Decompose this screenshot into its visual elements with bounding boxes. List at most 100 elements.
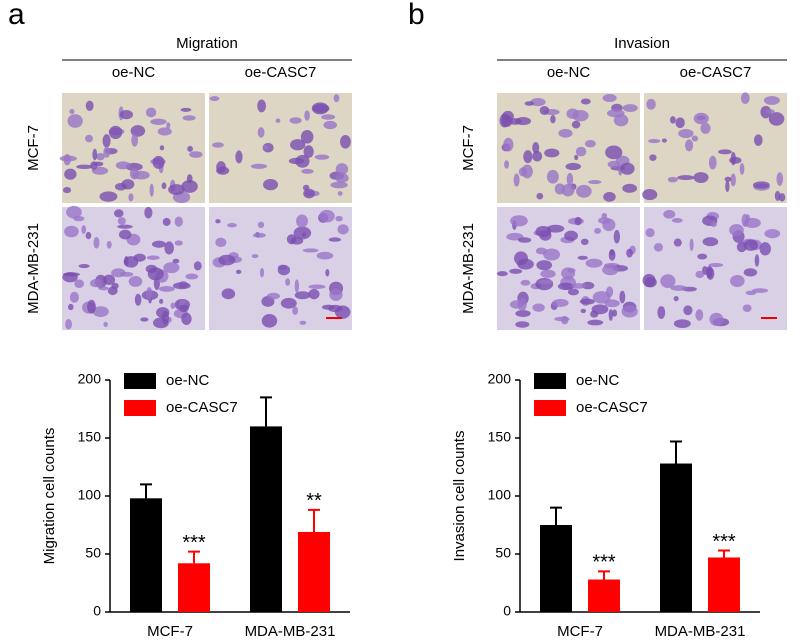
cell	[580, 98, 591, 105]
cell	[524, 101, 535, 106]
cell	[321, 114, 336, 120]
cell	[159, 298, 164, 304]
cell	[162, 217, 171, 226]
cell	[683, 305, 693, 316]
cell	[574, 216, 582, 226]
cell	[693, 112, 709, 125]
cell	[316, 251, 334, 260]
cell	[174, 240, 183, 246]
cell	[106, 240, 112, 249]
cell	[608, 249, 616, 261]
cell	[340, 135, 351, 149]
cell	[335, 215, 343, 222]
bar	[250, 426, 282, 612]
cell	[496, 271, 508, 277]
cell	[697, 253, 708, 260]
cell	[566, 172, 574, 186]
cell	[540, 269, 556, 279]
cell	[745, 290, 757, 296]
cell	[325, 269, 330, 277]
cell	[103, 321, 108, 327]
significance: **	[306, 490, 322, 512]
cell	[567, 288, 580, 296]
cell	[571, 120, 581, 129]
cell	[613, 114, 629, 127]
cell	[99, 191, 118, 202]
cell	[776, 172, 784, 186]
cell	[667, 176, 678, 183]
cell	[259, 267, 265, 278]
cell	[85, 231, 92, 240]
cell	[752, 181, 770, 189]
cell	[754, 254, 760, 267]
column-label: oe-NC	[547, 64, 591, 81]
cell	[742, 304, 752, 312]
cell	[85, 100, 94, 112]
bar	[178, 563, 210, 612]
cell	[134, 293, 142, 306]
cell	[74, 279, 84, 288]
cell	[677, 175, 695, 181]
column-label: oe-NC	[112, 64, 156, 81]
error-bar	[670, 440, 682, 464]
cell	[710, 221, 717, 228]
cell	[503, 137, 514, 152]
cell	[78, 264, 90, 269]
cell	[602, 264, 619, 276]
y-tick-label: 200	[78, 371, 102, 387]
cell	[69, 109, 75, 115]
cell	[92, 306, 109, 318]
cell	[300, 129, 314, 144]
cell	[90, 161, 98, 170]
cell	[257, 127, 265, 138]
cell	[622, 183, 638, 193]
y-tick-label: 50	[495, 545, 511, 561]
bar	[540, 525, 572, 612]
cell	[288, 157, 305, 165]
cell	[708, 155, 717, 170]
cell	[212, 142, 224, 148]
cell	[103, 274, 116, 286]
row-label: MDA-MB-231	[25, 223, 42, 314]
cell	[292, 306, 299, 316]
cell	[671, 218, 683, 223]
column-label: oe-CASC7	[680, 64, 752, 81]
cell	[337, 191, 343, 196]
y-tick-label: 50	[85, 545, 101, 561]
cell	[215, 237, 227, 248]
cell	[642, 189, 658, 201]
error-bar	[140, 483, 152, 499]
cell	[594, 227, 602, 234]
cell	[335, 173, 349, 183]
cell	[693, 172, 709, 184]
legend-swatch	[124, 400, 156, 416]
cell	[62, 272, 80, 277]
cell	[530, 98, 546, 107]
cell	[221, 288, 236, 300]
cell	[536, 260, 553, 271]
cell	[515, 310, 531, 317]
cell	[319, 209, 335, 223]
legend-swatch	[534, 373, 566, 389]
cell	[172, 258, 180, 264]
cell	[303, 188, 315, 199]
cell	[584, 139, 596, 148]
cell	[764, 229, 781, 239]
cell	[329, 288, 343, 301]
cell	[673, 319, 691, 329]
row-label: MDA-MB-231	[460, 223, 477, 314]
error-bar	[308, 508, 320, 532]
cell	[685, 139, 694, 152]
legend-swatch	[124, 373, 156, 389]
y-axis-label: Invasion cell counts	[451, 431, 468, 562]
cell	[759, 242, 771, 256]
cell	[543, 248, 561, 261]
cell	[216, 166, 230, 175]
cell	[286, 234, 297, 245]
bar	[298, 531, 330, 612]
cell	[128, 275, 143, 287]
cell	[587, 319, 604, 326]
cell	[115, 161, 131, 170]
cell	[603, 191, 616, 202]
